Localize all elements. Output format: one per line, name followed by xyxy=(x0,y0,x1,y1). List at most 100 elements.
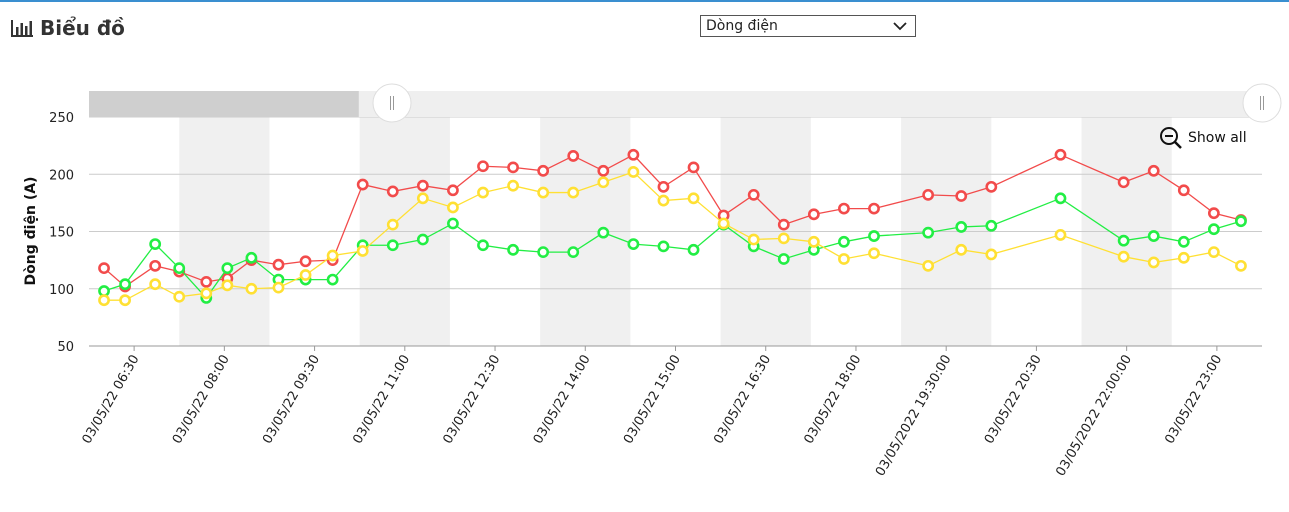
data-point[interactable] xyxy=(98,262,110,275)
data-point[interactable] xyxy=(386,185,399,198)
data-point[interactable] xyxy=(1117,250,1130,263)
data-point[interactable] xyxy=(1177,251,1190,264)
data-point[interactable] xyxy=(149,278,162,291)
data-point[interactable] xyxy=(747,188,760,201)
navigator-selection[interactable] xyxy=(89,91,359,117)
data-point[interactable] xyxy=(447,217,459,230)
data-point[interactable] xyxy=(245,251,258,264)
data-point[interactable] xyxy=(922,188,935,201)
data-point[interactable] xyxy=(1117,176,1130,189)
data-point[interactable] xyxy=(807,208,820,221)
data-point[interactable] xyxy=(119,278,131,291)
data-point[interactable] xyxy=(272,281,285,294)
data-point[interactable] xyxy=(687,161,700,174)
data-point[interactable] xyxy=(597,176,610,189)
data-point[interactable] xyxy=(326,249,339,262)
data-point[interactable] xyxy=(627,166,640,178)
data-point[interactable] xyxy=(149,238,162,250)
data-point[interactable] xyxy=(1207,246,1220,259)
data-point[interactable] xyxy=(272,258,285,271)
data-point[interactable] xyxy=(687,192,700,205)
data-point[interactable] xyxy=(1147,230,1160,242)
data-point[interactable] xyxy=(477,186,489,199)
navigator-left-handle[interactable] xyxy=(372,83,412,123)
data-point[interactable] xyxy=(807,235,820,248)
data-point[interactable] xyxy=(537,186,550,199)
data-point[interactable] xyxy=(1147,256,1160,269)
data-point[interactable] xyxy=(955,190,968,202)
data-point[interactable] xyxy=(567,186,580,199)
data-point[interactable] xyxy=(777,232,790,245)
data-point[interactable] xyxy=(1054,148,1067,161)
data-point[interactable] xyxy=(537,164,550,177)
data-point[interactable] xyxy=(1207,207,1220,220)
data-point[interactable] xyxy=(955,221,968,233)
data-point[interactable] xyxy=(1054,229,1067,241)
show-all-button[interactable]: Show all xyxy=(1160,127,1247,149)
data-point[interactable] xyxy=(200,275,213,288)
data-point[interactable] xyxy=(1117,234,1130,247)
metric-select[interactable]: Dòng điện xyxy=(700,15,916,37)
navigator-right-handle[interactable] xyxy=(1242,83,1282,123)
data-point[interactable] xyxy=(173,290,186,303)
data-point[interactable] xyxy=(597,164,610,177)
data-point[interactable] xyxy=(537,246,550,259)
data-point[interactable] xyxy=(567,150,580,162)
data-point[interactable] xyxy=(221,279,234,292)
data-point[interactable] xyxy=(221,262,234,275)
data-point[interactable] xyxy=(326,273,339,286)
data-point[interactable] xyxy=(1235,259,1247,272)
data-point[interactable] xyxy=(1147,164,1160,177)
data-point[interactable] xyxy=(922,259,935,272)
data-point[interactable] xyxy=(98,294,110,307)
data-point[interactable] xyxy=(447,201,459,214)
data-point[interactable] xyxy=(149,259,162,272)
data-point[interactable] xyxy=(245,282,258,295)
data-point[interactable] xyxy=(985,219,998,232)
data-point[interactable] xyxy=(657,240,670,253)
data-point[interactable] xyxy=(717,217,730,230)
data-point[interactable] xyxy=(299,269,312,281)
data-point[interactable] xyxy=(416,192,429,205)
data-point[interactable] xyxy=(356,245,369,257)
data-point[interactable] xyxy=(507,243,519,256)
data-point[interactable] xyxy=(657,180,670,193)
data-point[interactable] xyxy=(477,160,489,173)
data-point[interactable] xyxy=(567,246,580,259)
data-point[interactable] xyxy=(838,235,850,248)
data-point[interactable] xyxy=(777,253,790,265)
data-point[interactable] xyxy=(1207,223,1220,236)
data-point[interactable] xyxy=(386,239,399,252)
data-point[interactable] xyxy=(447,184,459,197)
data-point[interactable] xyxy=(416,233,429,246)
data-point[interactable] xyxy=(477,239,489,252)
data-point[interactable] xyxy=(627,148,640,161)
data-point[interactable] xyxy=(922,226,935,239)
data-point[interactable] xyxy=(1177,235,1190,248)
data-point[interactable] xyxy=(1235,215,1247,228)
data-point[interactable] xyxy=(507,161,519,174)
data-point[interactable] xyxy=(838,253,850,265)
data-point[interactable] xyxy=(386,218,399,231)
data-point[interactable] xyxy=(657,194,670,207)
data-point[interactable] xyxy=(1054,192,1067,205)
data-point[interactable] xyxy=(507,179,519,192)
data-point[interactable] xyxy=(777,218,790,231)
data-point[interactable] xyxy=(868,202,880,215)
data-point[interactable] xyxy=(747,233,760,246)
data-point[interactable] xyxy=(687,243,700,256)
data-point[interactable] xyxy=(597,226,610,239)
data-point[interactable] xyxy=(1177,184,1190,197)
data-point[interactable] xyxy=(119,294,131,307)
data-point[interactable] xyxy=(299,255,312,268)
data-point[interactable] xyxy=(200,287,213,300)
data-point[interactable] xyxy=(416,179,429,192)
data-point[interactable] xyxy=(868,247,880,260)
data-point[interactable] xyxy=(985,248,998,261)
data-point[interactable] xyxy=(173,262,186,275)
data-point[interactable] xyxy=(838,202,850,215)
data-point[interactable] xyxy=(98,285,110,297)
data-point[interactable] xyxy=(985,180,998,193)
data-point[interactable] xyxy=(627,238,640,250)
data-point[interactable] xyxy=(868,230,880,242)
